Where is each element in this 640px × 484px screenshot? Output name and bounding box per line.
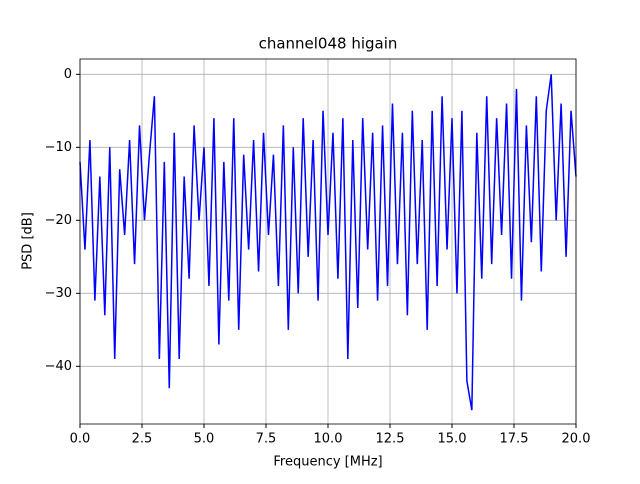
x-tick-label: 2.5: [132, 432, 153, 447]
series-line: [79, 74, 577, 411]
x-tick-label: 17.5: [500, 432, 529, 447]
y-tick-label: 0: [64, 67, 72, 82]
x-tick-label: 12.5: [376, 432, 405, 447]
x-tick-label: 20.0: [562, 432, 591, 447]
x-axis-label: Frequency [MHz]: [273, 455, 382, 470]
y-axis-label: PSD [dB]: [21, 212, 36, 270]
y-tick-label: −20: [45, 213, 72, 228]
chart-title: channel048 higain: [259, 35, 398, 53]
x-tick-label: 5.0: [194, 432, 215, 447]
y-tick-label: −40: [45, 359, 72, 374]
x-tick-label: 10.0: [314, 432, 343, 447]
y-tick-label: −10: [45, 140, 72, 155]
x-tick-label: 0.0: [70, 432, 91, 447]
y-tick-label: −30: [45, 286, 72, 301]
x-tick-label: 7.5: [256, 432, 277, 447]
x-tick-label: 15.0: [438, 432, 467, 447]
plot-frame: [79, 58, 577, 425]
